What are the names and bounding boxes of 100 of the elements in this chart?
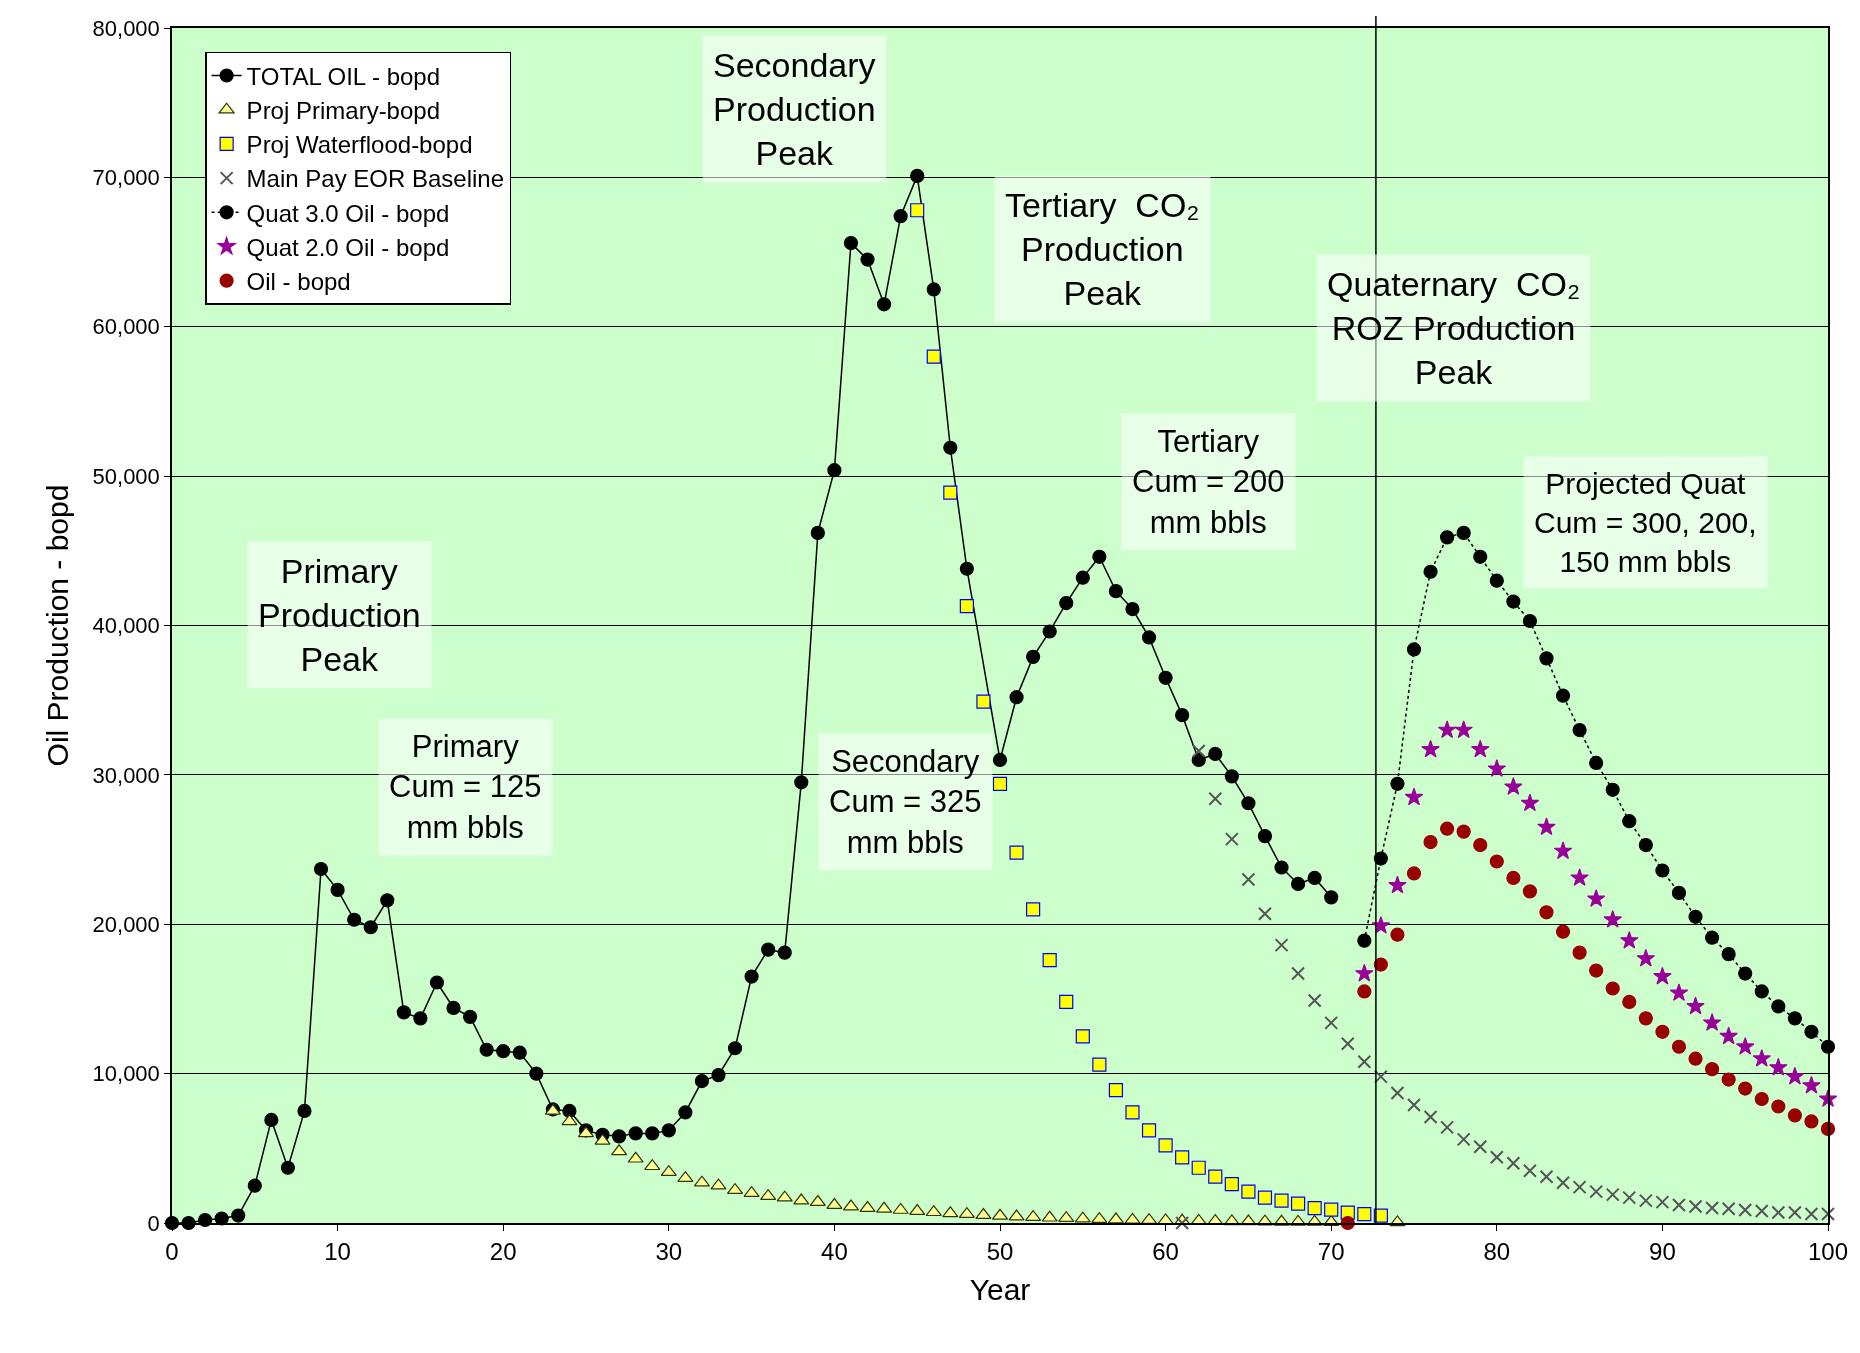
point [1556, 1175, 1571, 1190]
x-tick-label: 100 [1807, 1237, 1849, 1265]
point [1752, 1048, 1772, 1067]
point [1572, 722, 1587, 738]
point [1771, 1205, 1786, 1220]
point [1158, 1138, 1173, 1153]
x-tick-label: 60 [1152, 1237, 1179, 1265]
point [976, 694, 991, 709]
point [1688, 1199, 1703, 1214]
point [1553, 841, 1573, 860]
point [1355, 963, 1374, 982]
point [1437, 720, 1457, 739]
point [1291, 966, 1306, 981]
point [1655, 1195, 1670, 1210]
point [1787, 1205, 1802, 1220]
point [1373, 1069, 1388, 1084]
point [1704, 930, 1720, 945]
point [1257, 906, 1272, 921]
point [1620, 930, 1639, 949]
point [1423, 1109, 1438, 1124]
point [1603, 910, 1622, 928]
point [1324, 1202, 1339, 1217]
point [561, 1114, 578, 1126]
point [1655, 863, 1670, 878]
point [1504, 777, 1523, 795]
point [1787, 1011, 1802, 1026]
y-tick-label: 70,000 [92, 165, 160, 191]
point [809, 1194, 826, 1206]
x-tick-label: 0 [165, 1237, 179, 1265]
point [1307, 993, 1322, 1008]
point [1638, 1011, 1653, 1026]
y-tick-label: 40,000 [92, 613, 160, 639]
annotation: Secondary Production Peak [713, 46, 876, 173]
point [1506, 594, 1521, 609]
legend-label: Quat 2.0 Oil - bopd [246, 233, 450, 261]
point [1290, 1196, 1306, 1211]
point [1586, 889, 1606, 907]
point [1671, 1039, 1687, 1054]
point [1539, 1169, 1554, 1184]
point [1489, 573, 1504, 588]
point [1655, 1024, 1670, 1039]
point [1520, 793, 1540, 812]
point [1702, 1013, 1722, 1031]
point [611, 1144, 628, 1156]
point [1489, 854, 1504, 869]
point [1721, 1201, 1736, 1216]
point [1522, 1163, 1537, 1178]
point [1407, 1097, 1421, 1112]
point [1704, 1062, 1720, 1077]
point [1009, 845, 1024, 860]
point [1406, 642, 1422, 657]
point [1092, 1057, 1107, 1072]
point [1025, 1210, 1042, 1222]
point [594, 1133, 611, 1145]
point [1357, 1206, 1372, 1222]
annotation: Secondary Cum = 325 mm bbls [829, 744, 982, 860]
point [942, 1206, 959, 1218]
point [1735, 1037, 1755, 1055]
point [992, 776, 1008, 791]
point [1570, 868, 1589, 886]
point [1738, 1203, 1753, 1217]
point [1423, 564, 1438, 579]
point [1522, 613, 1538, 629]
point [1671, 885, 1687, 900]
point [909, 1203, 926, 1215]
point [1804, 1024, 1819, 1039]
point [677, 1171, 694, 1183]
point [1421, 739, 1440, 758]
point [1274, 938, 1289, 953]
point [1721, 1072, 1736, 1087]
point [1785, 1066, 1805, 1085]
point [925, 1205, 942, 1217]
point [1754, 1091, 1769, 1107]
point [1787, 1108, 1802, 1123]
point [1636, 948, 1656, 967]
x-tick-label: 90 [1649, 1237, 1676, 1265]
point [1487, 759, 1507, 777]
point [1241, 1184, 1256, 1199]
annotation: Quaternary CO₂ ROZ Production Peak [1327, 265, 1581, 392]
point [1622, 1190, 1637, 1205]
point [1108, 1082, 1124, 1098]
point [644, 1159, 661, 1171]
x-tick-label: 40 [821, 1237, 848, 1265]
point [1390, 1086, 1405, 1101]
point [1456, 1132, 1471, 1147]
point [1721, 947, 1736, 962]
point [1669, 983, 1689, 1001]
point [1688, 909, 1703, 924]
point [1738, 966, 1753, 981]
point [1769, 1057, 1788, 1076]
point [910, 203, 925, 218]
point [1671, 1198, 1686, 1213]
point [1572, 1180, 1587, 1195]
point [1357, 1054, 1372, 1069]
point [859, 1200, 876, 1212]
legend-label: Main Pay EOR Baseline [246, 165, 505, 193]
point [1175, 1216, 1190, 1230]
point [1705, 1201, 1720, 1216]
point [1125, 1105, 1140, 1120]
y-tick-label: 50,000 [92, 463, 160, 489]
